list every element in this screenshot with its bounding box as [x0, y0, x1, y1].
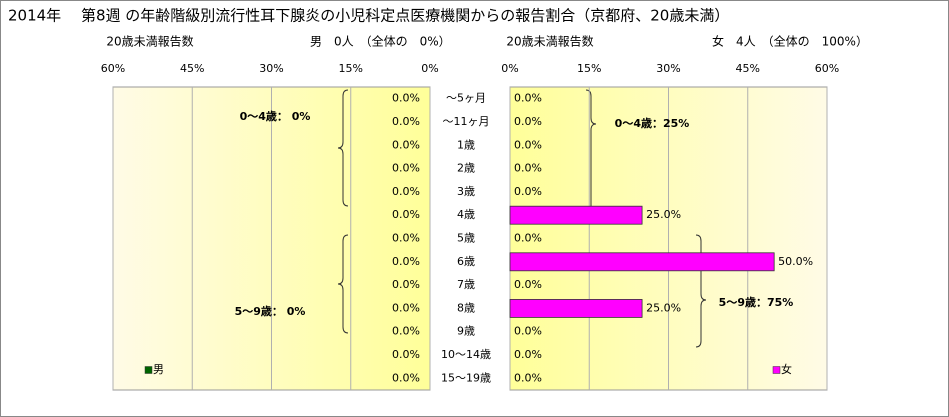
x-tick-label: 60% — [101, 62, 125, 75]
value-label: 0.0% — [514, 348, 542, 361]
category-label: 8歳 — [457, 301, 475, 314]
category-label: 2歳 — [457, 162, 475, 175]
value-label: 0.0% — [514, 232, 542, 245]
category-label: 1歳 — [457, 138, 475, 151]
category-label: 7歳 — [457, 278, 475, 291]
annotation: 0～4歳：25% — [615, 116, 690, 130]
category-label: 3歳 — [457, 185, 475, 198]
value-label: 0.0% — [514, 162, 542, 175]
value-label: 0.0% — [514, 325, 542, 338]
panel-summary: 女 4人 （全体の 100%） — [712, 34, 868, 49]
category-label: 10～14歳 — [441, 348, 491, 361]
value-label: 0.0% — [392, 208, 420, 221]
value-label: 0.0% — [514, 115, 542, 128]
x-tick-label: 45% — [736, 62, 760, 75]
value-label: 0.0% — [392, 162, 420, 175]
value-label: 0.0% — [392, 301, 420, 314]
value-label: 25.0% — [646, 301, 681, 314]
legend-swatch — [144, 366, 153, 374]
category-label: ～11ヶ月 — [443, 115, 490, 128]
value-label: 0.0% — [392, 255, 420, 268]
value-label: 0.0% — [514, 185, 542, 198]
legend-swatch — [772, 366, 781, 374]
category-label: 4歳 — [457, 208, 475, 221]
value-label: 0.0% — [392, 278, 420, 291]
category-label: 15～19歳 — [441, 371, 491, 384]
brace — [695, 234, 707, 348]
x-tick-label: 30% — [259, 62, 283, 75]
value-label: 0.0% — [392, 185, 420, 198]
bar — [509, 205, 643, 225]
panel-caption: 20歳未満報告数 — [106, 34, 193, 49]
category-label: 5歳 — [457, 232, 475, 245]
category-label: 6歳 — [457, 255, 475, 268]
x-tick-label: 60% — [815, 62, 839, 75]
value-label: 0.0% — [392, 325, 420, 338]
value-label: 0.0% — [514, 278, 542, 291]
value-label: 0.0% — [514, 92, 542, 105]
value-label: 0.0% — [392, 92, 420, 105]
value-label: 0.0% — [392, 371, 420, 384]
chart-title: 2014年 第8週 の年齢階級別流行性耳下腺炎の小児科定点医療機関からの報告割合… — [8, 7, 729, 25]
panel-caption: 20歳未満報告数 — [506, 34, 593, 49]
legend-label: 男 — [153, 363, 164, 376]
value-label: 50.0% — [778, 255, 813, 268]
value-label: 0.0% — [514, 138, 542, 151]
panel-summary: 男 0人 （全体の 0%） — [310, 34, 451, 49]
value-label: 0.0% — [392, 115, 420, 128]
value-label: 0.0% — [392, 138, 420, 151]
legend-label: 女 — [781, 362, 792, 376]
brace — [337, 89, 349, 207]
value-label: 25.0% — [646, 208, 681, 221]
bar — [509, 299, 643, 318]
x-tick-label: 45% — [180, 62, 204, 75]
x-tick-label: 15% — [339, 62, 363, 75]
x-tick-label: 0% — [421, 62, 438, 75]
x-tick-label: 15% — [577, 62, 601, 75]
annotation: 5～9歳：75% — [719, 295, 794, 309]
category-label: ～5ヶ月 — [446, 92, 486, 105]
bar — [509, 252, 775, 272]
value-label: 0.0% — [514, 371, 542, 384]
annotation: 0～4歳： 0% — [240, 109, 311, 123]
value-label: 0.0% — [392, 348, 420, 361]
x-tick-label: 30% — [656, 62, 680, 75]
category-label: 9歳 — [457, 325, 475, 338]
x-tick-label: 0% — [501, 62, 518, 75]
annotation: 5～9歳： 0% — [235, 304, 306, 318]
brace — [337, 234, 349, 334]
value-label: 0.0% — [392, 232, 420, 245]
